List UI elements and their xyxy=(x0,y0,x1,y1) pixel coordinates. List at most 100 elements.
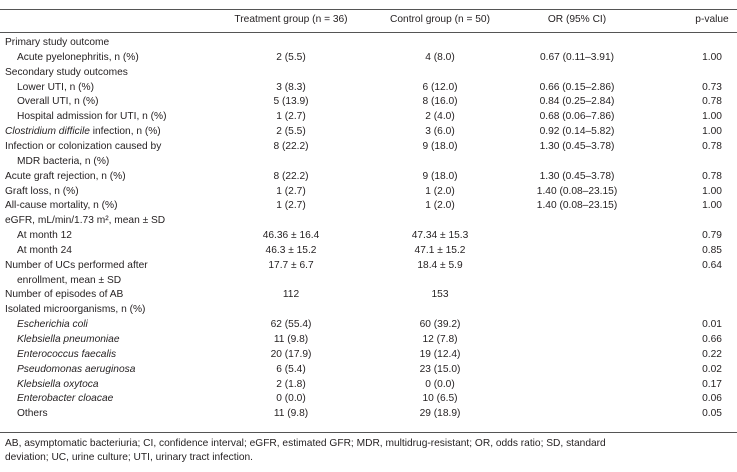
cell: 6 (12.0) xyxy=(422,81,458,93)
row-label: Overall UTI, n (%) xyxy=(17,96,99,108)
cell: 19 (12.4) xyxy=(419,348,461,360)
row-label: Primary study outcome xyxy=(5,37,110,48)
row-label: At month 12 xyxy=(17,230,72,242)
cell: 9 (18.0) xyxy=(422,170,458,182)
column-header: Control group (n = 50) xyxy=(390,14,490,25)
cell: 112 xyxy=(282,289,300,301)
cell: 2 (1.8) xyxy=(276,378,306,390)
cell: 1.30 (0.45–3.78) xyxy=(539,140,615,152)
cell: 0.92 (0.14–5.82) xyxy=(539,126,615,138)
bottom-rule xyxy=(0,432,737,433)
cell: 0 (0.0) xyxy=(425,378,455,390)
cell: 1.40 (0.08–23.15) xyxy=(536,200,618,212)
cell: 47.1 ± 15.2 xyxy=(414,244,466,256)
cell: 153 xyxy=(431,289,449,301)
cell: 4 (8.0) xyxy=(425,51,455,63)
column-header: p-value xyxy=(695,14,729,25)
row-label: Number of UCs performed after xyxy=(5,259,148,271)
cell: 1.30 (0.45–3.78) xyxy=(539,170,615,182)
cell: 1.00 xyxy=(702,200,722,212)
cell: 8 (22.2) xyxy=(273,170,309,182)
cell: 0.84 (0.25–2.84) xyxy=(539,96,615,108)
column-header: Treatment group (n = 36) xyxy=(234,14,348,25)
cell: 1.00 xyxy=(702,185,722,197)
cell: 1.40 (0.08–23.15) xyxy=(536,185,618,197)
row-label: Klebsiella pneumoniae xyxy=(17,334,120,345)
cell: 46.3 ± 15.2 xyxy=(265,244,317,256)
row-label-italic: Clostridium difficile xyxy=(5,126,90,138)
row-label: Enterobacter cloacae xyxy=(17,393,114,405)
cell: 0.17 xyxy=(702,378,722,390)
cell: 0.78 xyxy=(702,170,722,182)
cell: 0.68 (0.06–7.86) xyxy=(539,111,615,123)
row-label: Acute graft rejection, n (%) xyxy=(5,170,126,182)
cell: 1.00 xyxy=(702,126,722,138)
row-label: Escherichia coli xyxy=(17,319,88,331)
cell: 62 (55.4) xyxy=(270,319,312,331)
cell: 46.36 ± 16.4 xyxy=(262,230,320,242)
row-label: Graft loss, n (%) xyxy=(5,185,79,197)
cell: 12 (7.8) xyxy=(422,334,458,345)
cell: 8 (16.0) xyxy=(422,96,458,108)
cell: 0.05 xyxy=(702,408,722,420)
cell: 1.00 xyxy=(702,111,722,123)
cell: 2 (4.0) xyxy=(425,111,455,123)
cell: 20 (17.9) xyxy=(270,348,312,360)
cell: 0.85 xyxy=(702,244,722,256)
cell: 60 (39.2) xyxy=(419,319,461,331)
top-rule xyxy=(0,9,737,10)
row-label: eGFR, mL/min/1.73 m², mean ± SD xyxy=(5,215,166,227)
cell: 5 (13.9) xyxy=(273,96,309,108)
row-label: Acute pyelonephritis, n (%) xyxy=(17,51,139,63)
row-label: MDR bacteria, n (%) xyxy=(17,155,110,167)
cell: 2 (5.5) xyxy=(276,51,306,63)
cell: 17.7 ± 6.7 xyxy=(268,259,314,271)
cell: 10 (6.5) xyxy=(422,393,458,405)
cell: 1 (2.0) xyxy=(425,200,455,212)
row-label: infection, n (%) xyxy=(89,126,161,138)
cell: 0.78 xyxy=(702,96,722,108)
cell: 1 (2.7) xyxy=(276,200,306,212)
cell: 0.01 xyxy=(702,319,722,331)
cell: 1 (2.7) xyxy=(276,111,306,123)
cell: 11 (9.8) xyxy=(273,408,309,420)
cell: 3 (6.0) xyxy=(425,126,455,138)
cell: 1 (2.7) xyxy=(276,185,306,197)
cell: 18.4 ± 5.9 xyxy=(417,259,463,271)
row-label: Secondary study outcomes xyxy=(5,66,128,78)
cell: 0 (0.0) xyxy=(276,393,306,405)
cell: 0.06 xyxy=(702,393,722,405)
row-label: Hospital admission for UTI, n (%) xyxy=(17,111,167,123)
cell: 29 (18.9) xyxy=(419,408,461,420)
cell: 0.73 xyxy=(702,81,722,93)
row-label: At month 24 xyxy=(17,244,72,256)
cell: 0.67 (0.11–3.91) xyxy=(539,51,615,63)
row-label: Infection or colonization caused by xyxy=(5,140,162,152)
row-label: Isolated microorganisms, n (%) xyxy=(5,304,146,316)
row-label: Number of episodes of AB xyxy=(5,289,124,301)
cell: 23 (15.0) xyxy=(419,363,461,375)
footnote: AB, asymptomatic bacteriuria; CI, confid… xyxy=(5,438,606,449)
cell: 47.34 ± 15.3 xyxy=(411,230,469,242)
cell: 0.66 xyxy=(702,334,722,345)
row-label: Lower UTI, n (%) xyxy=(17,81,94,93)
cell: 9 (18.0) xyxy=(422,140,458,152)
row-label: Enterococcus faecalis xyxy=(17,348,117,360)
cell: 1 (2.0) xyxy=(425,185,455,197)
cell: 0.66 (0.15–2.86) xyxy=(539,81,615,93)
cell: 11 (9.8) xyxy=(273,334,309,345)
row-label: All-cause mortality, n (%) xyxy=(5,200,118,212)
footnote: deviation; UC, urine culture; UTI, urina… xyxy=(5,452,253,463)
row-label: Others xyxy=(17,408,48,420)
cell: 0.78 xyxy=(702,140,722,152)
cell: 2 (5.5) xyxy=(276,126,306,138)
cell: 3 (8.3) xyxy=(276,81,306,93)
row-label: Pseudomonas aeruginosa xyxy=(17,363,136,375)
cell: 6 (5.4) xyxy=(276,363,306,375)
row-label: enrollment, mean ± SD xyxy=(17,274,122,286)
cell: 0.22 xyxy=(702,348,722,360)
cell: 8 (22.2) xyxy=(273,140,309,152)
header-rule xyxy=(0,32,737,33)
cell: 0.79 xyxy=(702,230,722,242)
